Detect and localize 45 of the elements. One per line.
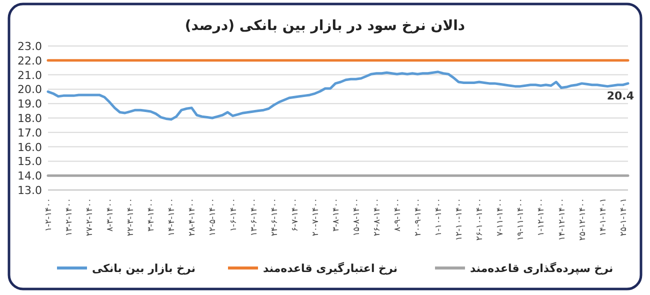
y-tick-label: 15.0	[18, 155, 42, 168]
x-tick-label: ۳-۴-۱۴۰۰	[146, 198, 157, 232]
data-label: 20.4	[606, 89, 634, 102]
chart-title: دالان نرخ سود در بازار بین بانکی (درصد)	[184, 18, 466, 34]
legend-label: نرخ سپرده‌گذاری قاعده‌مند	[470, 262, 614, 275]
x-tick-label: ۱۹-۱۱-۱۴۰۰	[516, 198, 526, 241]
x-tick-label: ۲۵-۱۲-۱۴۰۰	[578, 198, 588, 241]
y-tick-label: 13.0	[18, 184, 42, 197]
y-tick-label: 20.0	[18, 83, 42, 96]
x-tick-label: ۲۶-۱۰-۱۴۰۰	[475, 198, 486, 241]
y-tick-label: 18.0	[18, 112, 42, 125]
x-tick-label: ۱۳-۶-۱۴۰۰	[249, 198, 260, 236]
x-tick-label: ۱۴-۴-۱۴۰۰	[167, 198, 178, 236]
x-tick-label: ۱۵-۸-۱۴۰۰	[352, 198, 362, 236]
x-tick-label: ۱۴-۱-۱۴۰۱	[598, 198, 608, 236]
x-tick-label: ۱۲-۵-۱۴۰۰	[208, 198, 218, 236]
x-tick-label: ۷-۱۱-۱۴۰۰	[496, 198, 506, 236]
y-tick-label: 21.0	[18, 68, 42, 82]
x-tick-label: ۸-۹-۱۴۰۰	[393, 198, 404, 232]
x-tick-label: ۱۲-۱۰-۱۴۰۰	[454, 198, 465, 241]
x-tick-label: ۲۰-۷-۱۴۰۰	[310, 198, 321, 236]
y-tick-label: 17.0	[18, 126, 42, 140]
x-tick-label: ۱-۶-۱۴۰۰	[228, 198, 239, 232]
x-tick-label: ۲۵-۱-۱۴۰۱	[618, 198, 629, 236]
x-tick-label: ۲۸-۴-۱۴۰۰	[188, 198, 198, 236]
x-tick-label: ۳-۸-۱۴۰۰	[331, 198, 342, 232]
y-tick-label: 14.0	[18, 170, 42, 183]
x-tick-label: ۱۳-۲-۱۴۰۰	[64, 198, 75, 236]
legend-label: نرخ بازار بین بانکی	[92, 262, 196, 275]
x-tick-label: ۸-۳-۱۴۰۰	[106, 198, 116, 232]
x-tick-label: ۶-۷-۱۴۰۰	[290, 198, 300, 232]
x-tick-label: ۲۰-۹-۱۴۰۰	[414, 198, 424, 236]
x-tick-label: ۲۴-۶-۱۴۰۰	[270, 198, 280, 236]
x-tick-label: ۲۶-۸-۱۴۰۰	[372, 198, 382, 236]
legend-label: نرخ اعتبارگیری قاعده‌مند	[263, 262, 398, 275]
y-tick-label: 16.0	[18, 140, 42, 154]
x-tick-label: ۱-۱۰-۱۴۰۰	[434, 198, 444, 236]
y-tick-label: 23.0	[18, 40, 42, 53]
x-tick-label: ۲۲-۳-۱۴۰۰	[126, 198, 136, 236]
y-tick-label: 19.0	[18, 98, 42, 111]
x-tick-label: ۱۴-۱۲-۱۴۰۰	[557, 198, 568, 241]
x-tick-label: ۱-۱۲-۱۴۰۰	[536, 198, 547, 236]
y-tick-label: 22.0	[18, 54, 42, 68]
x-tick-label: ۱-۲-۱۴۰۰	[44, 198, 54, 232]
x-tick-label: ۲۷-۲-۱۴۰۰	[85, 198, 96, 236]
